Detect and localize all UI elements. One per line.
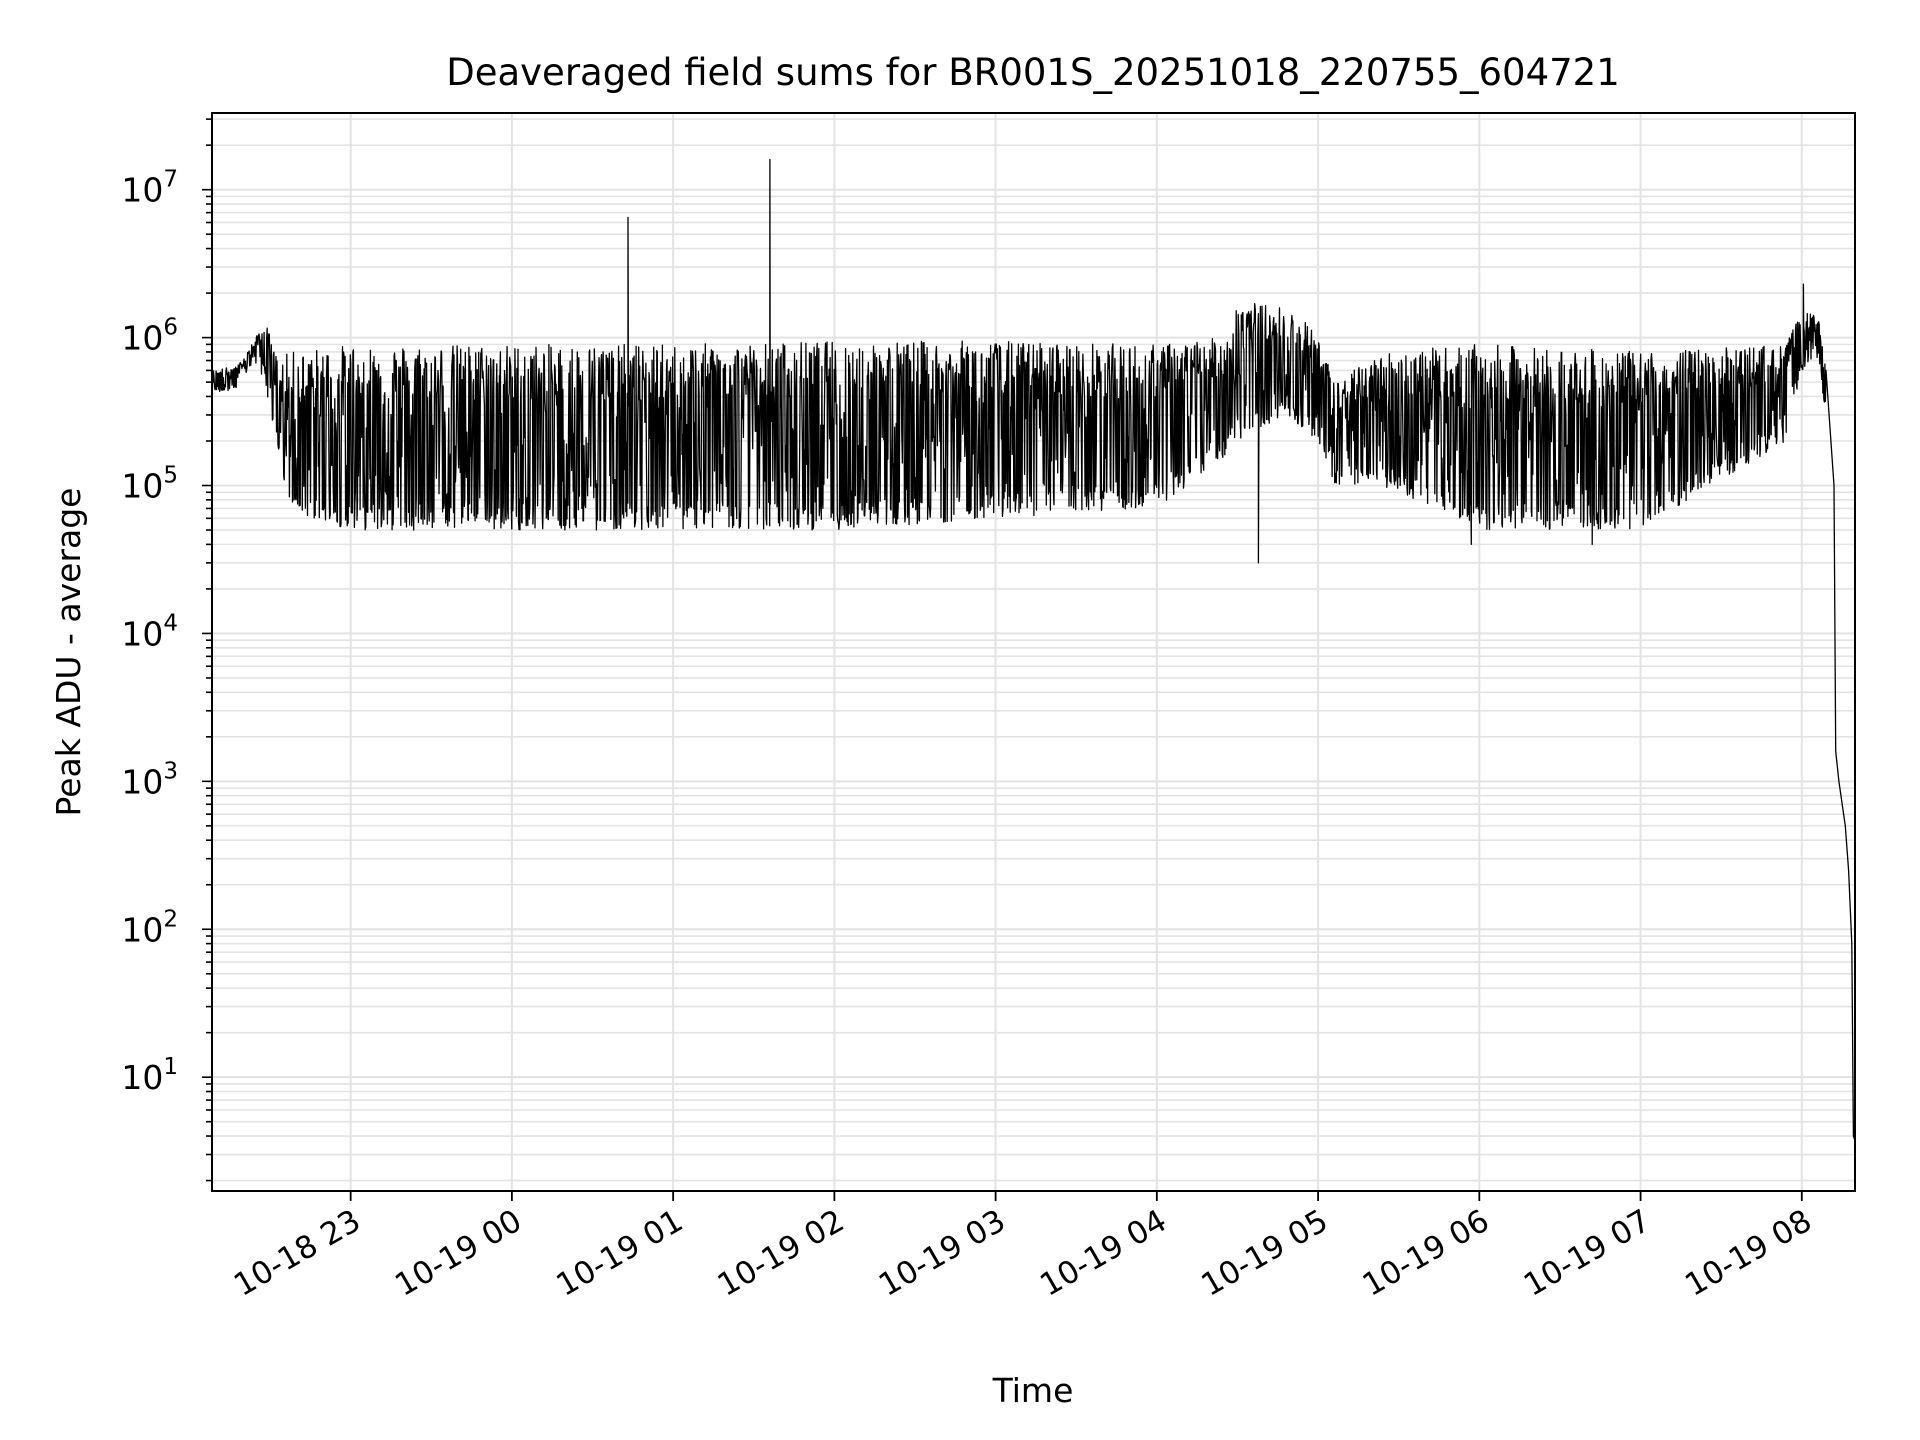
y-tick-base: 10	[121, 319, 163, 358]
x-axis-label: Time	[992, 1371, 1074, 1410]
y-tick-exponent: 2	[163, 906, 178, 932]
y-tick-exponent: 6	[163, 315, 178, 341]
y-tick-label: 105	[121, 463, 178, 506]
y-tick-label: 102	[121, 906, 178, 949]
y-tick-base: 10	[121, 614, 163, 653]
y-tick-base: 10	[121, 762, 163, 801]
y-tick-label: 103	[121, 758, 178, 801]
y-tick-base: 10	[121, 171, 163, 210]
y-tick-exponent: 7	[163, 167, 178, 193]
series-line	[211, 158, 1856, 1142]
y-axis-label: Peak ADU - average	[49, 488, 88, 817]
y-tick-base: 10	[121, 910, 163, 949]
y-tick-label: 106	[121, 315, 178, 358]
grid	[212, 113, 1855, 1191]
y-tick-label: 104	[121, 610, 178, 653]
y-tick-base: 10	[121, 467, 163, 506]
y-tick-label: 107	[121, 167, 178, 210]
y-tick-exponent: 1	[163, 1054, 178, 1080]
y-tick-exponent: 4	[163, 610, 178, 636]
plot-frame	[211, 112, 1856, 1192]
y-tick-label: 101	[121, 1054, 178, 1097]
y-tick-base: 10	[121, 1058, 163, 1097]
series-layer	[211, 158, 1856, 1142]
y-tick-exponent: 5	[163, 463, 178, 489]
y-tick-exponent: 3	[163, 758, 178, 784]
chart-title: Deaveraged field sums for BR001S_2025101…	[446, 51, 1620, 94]
